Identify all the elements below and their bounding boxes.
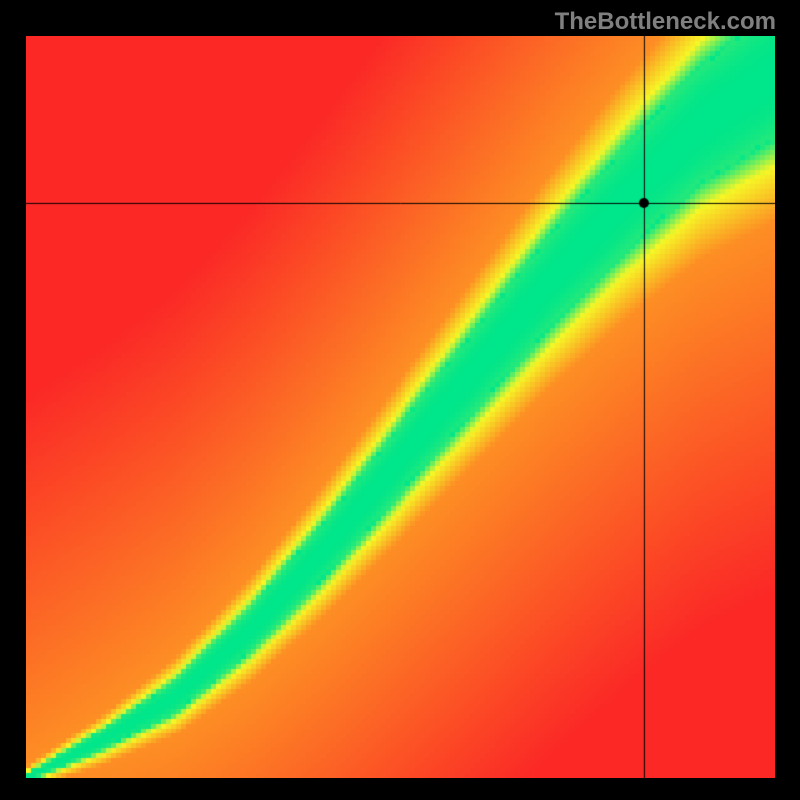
chart-container: { "watermark": { "text": "TheBottleneck.… bbox=[0, 0, 800, 800]
crosshair-overlay bbox=[26, 36, 775, 778]
watermark-text: TheBottleneck.com bbox=[555, 8, 776, 36]
